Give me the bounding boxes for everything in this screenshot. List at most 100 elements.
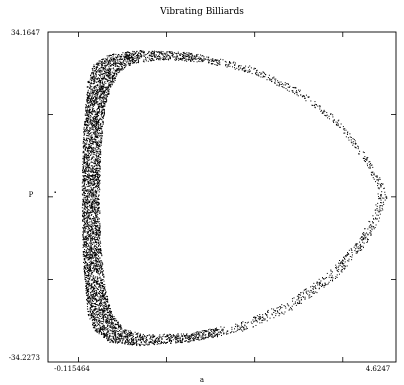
data-point: [109, 313, 111, 315]
data-point: [115, 335, 117, 337]
data-point: [94, 256, 96, 258]
data-point: [312, 288, 314, 290]
data-point: [82, 198, 84, 200]
data-point: [143, 344, 145, 346]
data-point: [197, 333, 199, 335]
data-point: [100, 298, 102, 300]
data-point: [102, 109, 104, 111]
data-point: [364, 157, 366, 159]
data-point: [88, 177, 90, 179]
data-point: [95, 228, 97, 230]
data-point: [324, 277, 326, 279]
data-point: [90, 237, 92, 239]
data-point: [92, 324, 94, 326]
data-point: [95, 239, 97, 241]
data-point: [201, 59, 203, 61]
data-point: [191, 55, 193, 56]
data-point: [90, 317, 92, 319]
data-point: [89, 180, 91, 182]
data-point: [88, 224, 90, 226]
data-point: [116, 330, 118, 332]
data-point: [94, 324, 96, 326]
data-point: [211, 63, 213, 65]
data-point: [84, 169, 85, 171]
data-point: [105, 304, 107, 306]
data-point: [103, 302, 105, 304]
data-point: [98, 320, 100, 322]
data-point: [97, 136, 99, 138]
data-point: [332, 116, 334, 118]
data-point: [158, 53, 160, 55]
data-point: [91, 171, 93, 173]
data-point: [99, 290, 101, 292]
data-point: [98, 211, 100, 213]
data-point: [88, 257, 90, 259]
data-point: [94, 225, 96, 227]
data-point: [333, 119, 335, 121]
data-point: [202, 337, 204, 339]
data-point: [95, 201, 97, 203]
data-point: [88, 284, 90, 286]
data-point: [97, 269, 99, 271]
data-point: [114, 74, 116, 76]
data-point: [348, 253, 350, 255]
data-point: [96, 310, 98, 312]
data-point: [188, 339, 190, 341]
data-point: [93, 223, 95, 225]
data-point: [349, 256, 351, 258]
data-point: [82, 151, 84, 153]
data-point: [105, 101, 107, 103]
data-point: [351, 256, 353, 258]
data-point: [90, 241, 92, 243]
data-point: [91, 202, 93, 204]
data-point: [89, 270, 91, 272]
data-point: [158, 56, 160, 58]
data-point: [176, 339, 178, 341]
data-point: [247, 321, 249, 323]
data-point: [155, 339, 157, 341]
data-point: [92, 188, 94, 190]
data-point: [217, 64, 219, 66]
data-point: [126, 339, 128, 341]
data-point: [98, 97, 100, 99]
data-point: [87, 281, 89, 283]
data-point: [96, 299, 98, 301]
data-point: [98, 228, 100, 230]
data-point: [95, 134, 97, 136]
data-point: [150, 58, 152, 60]
data-point: [364, 234, 366, 236]
data-point: [122, 58, 124, 60]
data-point: [312, 104, 314, 106]
data-point: [96, 62, 98, 64]
data-point: [99, 238, 101, 240]
data-point: [84, 202, 86, 204]
data-point: [91, 98, 93, 100]
data-point: [98, 182, 100, 184]
data-point: [96, 128, 98, 130]
data-point: [207, 337, 209, 339]
data-point: [94, 160, 96, 162]
data-point: [97, 127, 99, 129]
data-point: [293, 303, 295, 305]
data-point: [90, 88, 92, 90]
data-point: [84, 149, 86, 151]
data-point: [99, 227, 101, 229]
data-point: [244, 324, 246, 326]
data-point: [110, 62, 112, 64]
data-point: [91, 291, 93, 293]
data-point: [124, 63, 126, 65]
data-point: [102, 299, 104, 301]
data-point: [103, 307, 105, 309]
data-point: [113, 59, 115, 61]
data-point: [98, 125, 100, 127]
data-point: [302, 291, 304, 293]
data-point: [153, 343, 155, 345]
data-point: [193, 55, 195, 57]
data-point: [98, 255, 100, 257]
data-point: [106, 325, 108, 327]
data-point: [140, 337, 142, 339]
data-point: [97, 271, 99, 273]
data-point: [85, 241, 87, 243]
data-point: [211, 333, 213, 335]
data-point: [85, 251, 87, 253]
